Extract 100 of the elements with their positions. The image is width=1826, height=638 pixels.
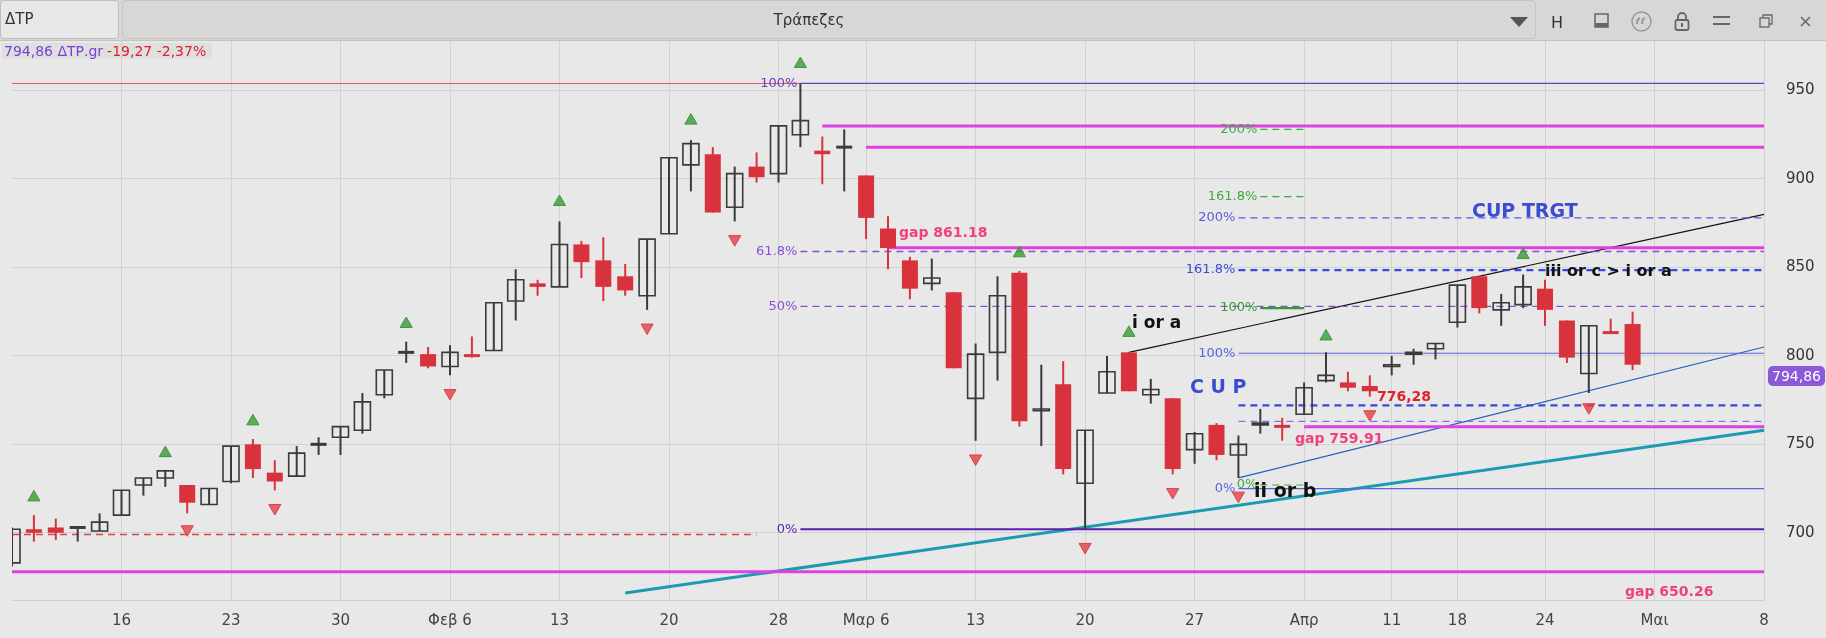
candlestick [1514,273,1532,310]
series-label: 100% [1220,299,1258,315]
candlestick [69,525,86,543]
candlestick [617,262,634,297]
annotation: C U P [1190,375,1247,397]
candlestick [682,139,700,193]
annotation: i or a [1132,312,1182,332]
candlestick [1229,434,1248,479]
x-tick-label: 28 [768,610,789,629]
series-label: 0% [1214,479,1236,495]
candlestick [836,128,853,193]
candlestick [375,369,394,400]
x-tick-label: 13 [549,610,570,629]
candlestick [47,517,64,541]
annotation: gap 650.26 [1625,583,1714,599]
candlestick [725,165,744,223]
annotation: 776,28 [1377,388,1432,404]
series-label: 50% [768,297,798,313]
series-label: 100% [1198,344,1236,360]
candlestick [506,268,525,322]
y-tick-label: 900 [1786,168,1815,187]
candlestick [880,215,896,271]
candlestick [287,445,306,478]
y-tick-label: 950 [1786,80,1815,99]
point [180,525,194,537]
x-tick-label: Απρ [1289,610,1319,629]
series-label: 161.8% [1185,261,1236,277]
candlestick [1142,377,1160,405]
x-tick-label: 27 [1185,610,1205,629]
point [443,389,457,401]
candlestick [1185,430,1204,465]
price-tag: 794,86 [1768,366,1825,386]
x-tick-label: 8 [1759,610,1769,629]
candlestick [550,220,569,288]
point [969,454,983,466]
candlestick [1076,429,1094,531]
point [399,316,413,329]
candlestick [200,487,218,506]
point [1231,491,1245,504]
x-tick-label: 18 [1447,610,1467,629]
x-tick-label: 16 [111,610,132,629]
point [1012,245,1026,258]
point [1166,488,1180,500]
annotation: gap 759.91 [1295,430,1384,446]
candlestick [573,239,590,280]
x-tick-label: 20 [659,610,679,629]
chart-title: Τράπεζες [772,11,846,29]
candlestick [1580,324,1598,395]
x-tick-label: 11 [1382,610,1402,629]
x-tick-label: 13 [966,610,986,629]
candlestick [1032,363,1051,448]
candlestick [1361,374,1378,398]
point [552,194,567,206]
annotation: 794,86 ΔΤΡ.gr [4,43,104,59]
candlestick [331,425,350,456]
y-tick-label: 850 [1786,257,1815,276]
x-tick-label: Φεβ 6 [428,610,472,629]
y-tick-label: 700 [1786,522,1815,541]
candlestick [420,346,437,370]
candlestick [441,344,459,377]
series-label: 61.8% [756,242,798,258]
point [1078,542,1092,555]
candlestick [923,257,941,292]
candlestick [222,445,240,485]
candlestick [1098,354,1116,395]
point [640,323,654,336]
candlestick [1448,284,1467,329]
candlestick [660,156,678,235]
candlestick [1251,407,1270,435]
candlestick [266,459,283,492]
candlestick [485,301,503,352]
candlestick [1317,351,1335,384]
series-label: 0% [776,520,798,536]
chart-subtitle: ΔΤΡ [0,0,119,39]
candlestick [1295,381,1313,416]
candlestick [638,238,656,311]
candlestick [398,340,415,364]
candlestick [1382,354,1401,377]
series-label: 200% [1198,209,1236,225]
point [1516,247,1530,260]
point [1582,403,1596,415]
candlestick [463,335,480,359]
candlestick [112,489,131,517]
candlestick [25,514,42,543]
candlestick [179,484,196,515]
y-tick-label: 800 [1786,345,1815,364]
annotation: iii or c > i or a [1545,260,1672,280]
point [268,504,282,516]
x-tick-label: 24 [1535,610,1555,629]
candlestick [353,392,372,435]
x-tick-label: Μαρ 6 [842,610,890,629]
text: H [1551,12,1564,32]
series-label: 161.8% [1207,188,1258,204]
candlestick [769,124,788,184]
x-tick-label: 20 [1075,610,1095,629]
candlestick [988,275,1007,382]
candlestick [966,342,985,442]
candlestick [1274,416,1291,442]
annotation: CUP TRGT [1472,199,1578,221]
candlestick [1339,370,1356,393]
